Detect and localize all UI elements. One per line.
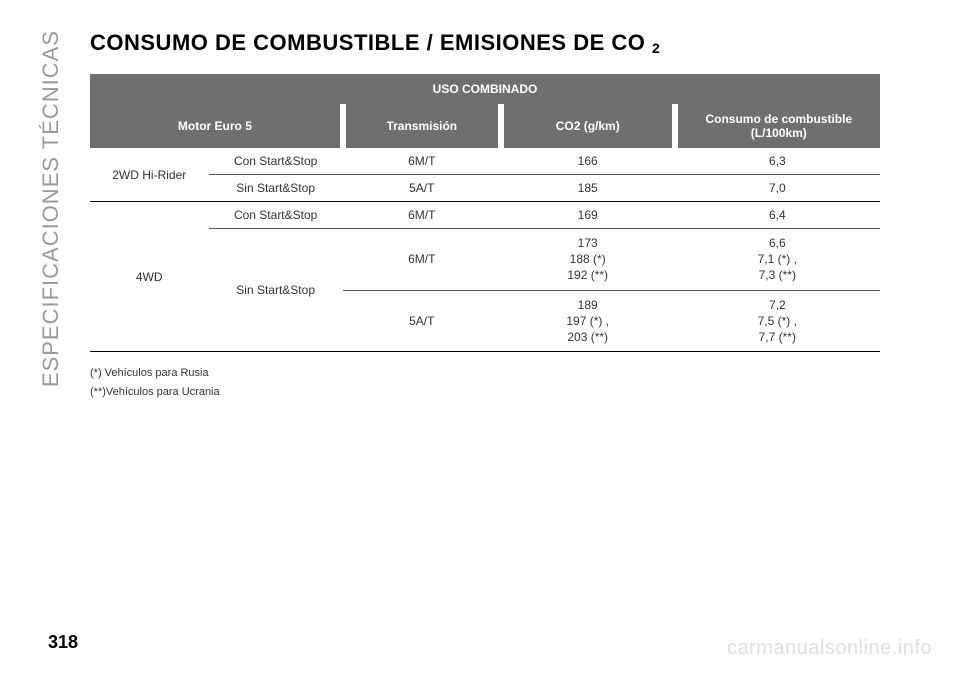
page-title: CONSUMO DE COMBUSTIBLE / EMISIONES DE CO… <box>90 30 880 56</box>
footnotes: (*) Vehículos para Rusia (**)Vehículos p… <box>90 364 880 401</box>
col-header-co2: CO2 (g/km) <box>501 104 675 148</box>
col-header-fuel: Consumo de combustible (L/100km) <box>675 104 880 148</box>
cell-co2: 166 <box>501 148 675 175</box>
cell-ss: Sin Start&Stop <box>209 229 343 352</box>
table-row: Sin Start&Stop 5A/T 185 7,0 <box>90 175 880 202</box>
group-label-4wd: 4WD <box>90 202 209 352</box>
table-row: 2WD Hi-Rider Con Start&Stop 6M/T 166 6,3 <box>90 148 880 175</box>
col-header-motor: Motor Euro 5 <box>90 104 343 148</box>
cell-ss: Con Start&Stop <box>209 202 343 229</box>
cell-ss: Con Start&Stop <box>209 148 343 175</box>
cell-ss: Sin Start&Stop <box>209 175 343 202</box>
footnote-b: (**)Vehículos para Ucrania <box>90 383 880 402</box>
table-row: 4WD Con Start&Stop 6M/T 169 6,4 <box>90 202 880 229</box>
cell-trans: 6M/T <box>343 148 501 175</box>
cell-trans: 6M/T <box>343 229 501 291</box>
table-super-header: USO COMBINADO <box>90 74 880 104</box>
cell-fuel: 7,0 <box>675 175 880 202</box>
page-number: 318 <box>48 632 78 653</box>
col-header-trans: Transmisión <box>343 104 501 148</box>
cell-trans: 6M/T <box>343 202 501 229</box>
section-side-label: ESPECIFICACIONES TÉCNICAS <box>38 30 64 387</box>
cell-co2: 169 <box>501 202 675 229</box>
cell-trans: 5A/T <box>343 175 501 202</box>
emissions-table: USO COMBINADO Motor Euro 5 Transmisión C… <box>90 74 880 352</box>
group-label-2wd: 2WD Hi-Rider <box>90 148 209 202</box>
watermark: carmanualsonline.info <box>727 637 932 660</box>
cell-trans: 5A/T <box>343 290 501 352</box>
table-row: Sin Start&Stop 6M/T 173 188 (*) 192 (**)… <box>90 229 880 291</box>
title-subscript: 2 <box>652 40 660 56</box>
cell-co2: 189 197 (*) , 203 (**) <box>501 290 675 352</box>
cell-co2: 185 <box>501 175 675 202</box>
page: ESPECIFICACIONES TÉCNICAS CONSUMO DE COM… <box>0 0 960 678</box>
cell-fuel: 6,6 7,1 (*) , 7,3 (**) <box>675 229 880 291</box>
cell-fuel: 6,3 <box>675 148 880 175</box>
cell-fuel: 7,2 7,5 (*) , 7,7 (**) <box>675 290 880 352</box>
title-main: CONSUMO DE COMBUSTIBLE / EMISIONES DE CO <box>90 30 645 55</box>
cell-co2: 173 188 (*) 192 (**) <box>501 229 675 291</box>
cell-fuel: 6,4 <box>675 202 880 229</box>
footnote-a: (*) Vehículos para Rusia <box>90 364 880 383</box>
